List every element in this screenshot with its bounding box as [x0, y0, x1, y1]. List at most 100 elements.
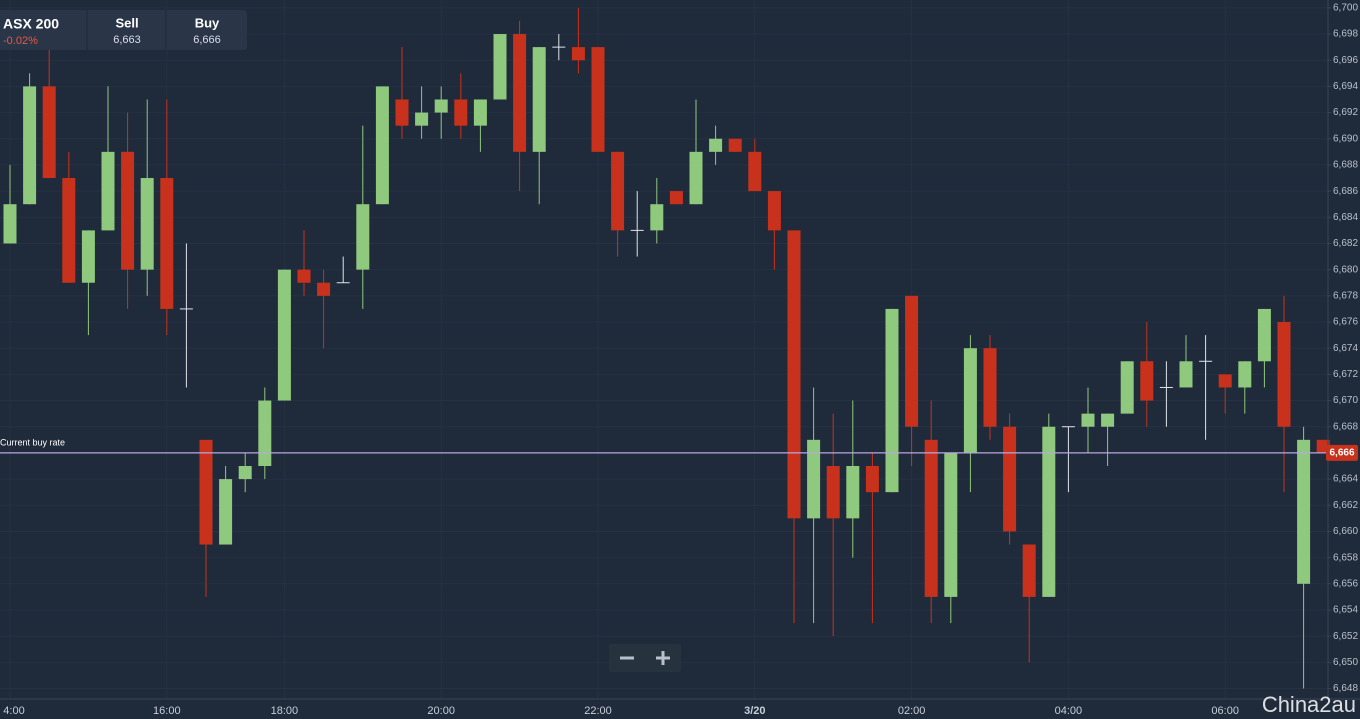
candle-body — [297, 269, 311, 283]
candle-body — [473, 99, 487, 126]
candle-body — [454, 99, 468, 126]
candle-body — [258, 400, 272, 466]
candle-body — [885, 308, 899, 493]
y-tick-label: 6,662 — [1333, 500, 1358, 511]
candle-body — [532, 47, 546, 152]
candle-body — [493, 34, 507, 100]
candle-body — [375, 86, 389, 205]
sell-label[interactable]: Sell — [115, 15, 138, 30]
y-tick-label: 6,648 — [1333, 683, 1358, 694]
y-tick-label: 6,696 — [1333, 55, 1358, 66]
candle-body — [140, 178, 154, 270]
candle-body — [513, 34, 527, 152]
y-tick-label: 6,688 — [1333, 160, 1358, 171]
y-tick-label: 6,660 — [1333, 526, 1358, 537]
y-tick-label: 6,672 — [1333, 369, 1358, 380]
current-rate-tag — [1326, 444, 1358, 461]
candle-body — [787, 230, 801, 519]
candle-body — [571, 47, 585, 61]
instrument: ASX 200 — [3, 16, 59, 32]
candle-body — [356, 204, 370, 270]
candles — [0, 7, 1330, 689]
candle-body — [846, 466, 860, 519]
candle-body — [219, 479, 233, 545]
candle-body — [650, 204, 664, 231]
candle-body — [1003, 426, 1017, 532]
candle-body — [728, 138, 742, 152]
y-tick-label: 6,670 — [1333, 395, 1358, 406]
candle-body — [1277, 322, 1291, 427]
x-tick-label: 3/20 — [744, 705, 765, 717]
candle-body — [709, 138, 723, 152]
y-tick-label: 6,652 — [1333, 631, 1358, 642]
candle-body — [434, 99, 448, 113]
y-tick-label: 6,658 — [1333, 552, 1358, 563]
buy-price[interactable]: 6,666 — [193, 34, 221, 46]
candle-body — [277, 269, 291, 401]
y-tick-label: 6,690 — [1333, 133, 1358, 144]
candle-body — [62, 178, 76, 283]
candle-body — [101, 151, 115, 231]
y-tick-label: 6,678 — [1333, 290, 1358, 301]
y-tick-label: 6,694 — [1333, 81, 1358, 92]
candle-body — [689, 151, 703, 205]
watermark: China2au — [1262, 692, 1356, 717]
candle-body — [1159, 386, 1173, 388]
widget: ASX 200 -0.02% Sell 6,663 Buy 6,666 — [0, 10, 247, 50]
candle-body — [23, 86, 37, 205]
y-tick-label: 6,664 — [1333, 474, 1358, 485]
candle-body — [983, 348, 997, 427]
candle-body — [807, 439, 821, 519]
candle-body — [767, 191, 781, 231]
candle-body — [336, 282, 350, 284]
y-tick-label: 6,650 — [1333, 657, 1358, 668]
candle-body — [748, 151, 762, 192]
candle-body — [42, 86, 56, 179]
candle-body — [552, 46, 566, 48]
candle-body — [905, 295, 919, 427]
current-rate-value: 6,666 — [1329, 448, 1354, 459]
candle-body — [81, 230, 95, 283]
y-tick-label: 6,686 — [1333, 186, 1358, 197]
y-tick-label: 6,680 — [1333, 264, 1358, 275]
candle-body — [1218, 374, 1232, 388]
candle-body — [1238, 361, 1252, 388]
candle-body — [395, 99, 409, 126]
y-tick-label: 6,684 — [1333, 212, 1358, 223]
candle-body — [1120, 361, 1134, 414]
y-tick-label: 6,676 — [1333, 317, 1358, 328]
x-tick-label: 02:00 — [898, 705, 926, 717]
grid — [1328, 7, 1331, 690]
candle-body — [1061, 426, 1075, 428]
y-tick-label: 6,682 — [1333, 238, 1358, 249]
candle-body — [1257, 308, 1271, 362]
candle-body — [944, 452, 958, 597]
candle-body — [611, 151, 625, 231]
y-tick-label: 6,692 — [1333, 107, 1358, 118]
candle-body — [415, 112, 429, 126]
y-tick-label: 6,668 — [1333, 421, 1358, 432]
candle-body — [121, 151, 135, 270]
candle-body — [669, 191, 683, 205]
y-tick-label: 6,654 — [1333, 605, 1358, 616]
candle-body — [1042, 426, 1056, 597]
widget-box — [0, 10, 247, 50]
zoom-controls — [609, 644, 681, 672]
y-tick-label: 6,656 — [1333, 578, 1358, 589]
y-tick-label: 6,700 — [1333, 2, 1358, 13]
candle-body — [1179, 361, 1193, 388]
candle-body — [630, 229, 644, 231]
buy-label[interactable]: Buy — [195, 15, 220, 30]
x-tick-label: 4:00 — [3, 705, 24, 717]
x-tick-label: 18:00 — [271, 705, 299, 717]
y-tick-label: 6,674 — [1333, 343, 1358, 354]
candle-body — [238, 466, 252, 480]
candle-body — [1140, 361, 1154, 401]
y-tick-label: 6,698 — [1333, 29, 1358, 40]
sell-price[interactable]: 6,663 — [113, 34, 141, 46]
candle-body — [826, 466, 840, 519]
candle-body — [1199, 360, 1213, 362]
candle-body — [317, 282, 331, 296]
